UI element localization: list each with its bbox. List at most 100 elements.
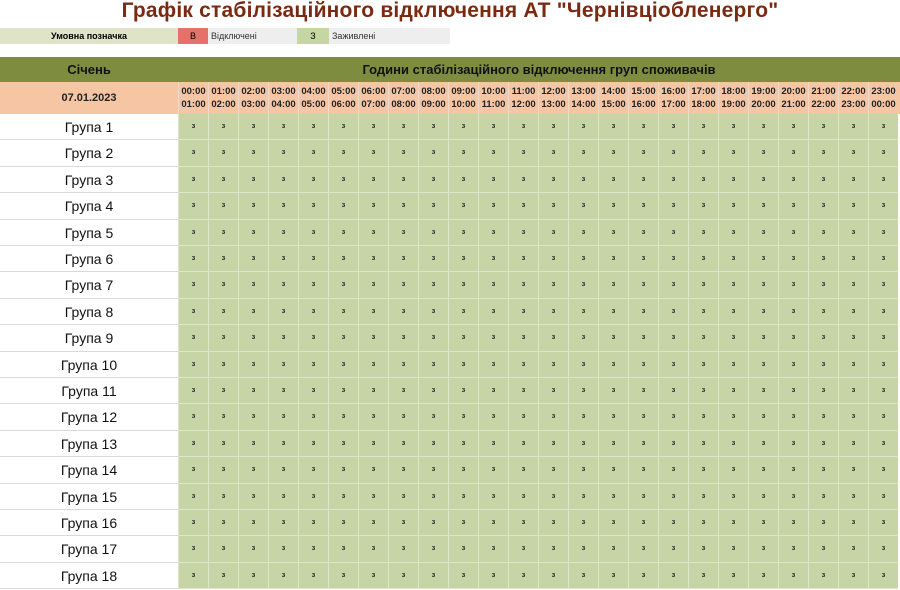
schedule-cell[interactable]: з	[328, 246, 358, 273]
schedule-cell[interactable]: з	[658, 536, 688, 563]
schedule-cell[interactable]: з	[238, 272, 268, 299]
hour-header-13[interactable]: 13:00 14:00	[568, 82, 598, 114]
schedule-cell[interactable]: з	[328, 166, 358, 194]
schedule-cell[interactable]: з	[628, 404, 658, 431]
schedule-cell[interactable]: з	[718, 562, 748, 590]
schedule-cell[interactable]: з	[448, 510, 478, 537]
schedule-cell[interactable]: з	[448, 166, 478, 194]
hour-header-6[interactable]: 06:00 07:00	[358, 82, 388, 114]
schedule-cell[interactable]: з	[808, 483, 838, 510]
schedule-cell[interactable]: з	[598, 298, 628, 326]
schedule-cell[interactable]: з	[388, 298, 418, 326]
schedule-cell[interactable]: з	[328, 536, 358, 563]
schedule-cell[interactable]: з	[238, 510, 268, 537]
schedule-cell[interactable]: з	[448, 114, 478, 141]
schedule-cell[interactable]: з	[328, 114, 358, 141]
schedule-cell[interactable]: з	[778, 219, 808, 246]
schedule-cell[interactable]: з	[838, 193, 868, 220]
schedule-cell[interactable]: з	[298, 562, 328, 590]
schedule-cell[interactable]: з	[598, 457, 628, 484]
schedule-cell[interactable]: з	[268, 378, 298, 405]
schedule-cell[interactable]: з	[778, 562, 808, 590]
hour-header-20[interactable]: 20:00 21:00	[778, 82, 808, 114]
schedule-cell[interactable]: з	[238, 536, 268, 563]
schedule-cell[interactable]: з	[868, 404, 898, 431]
schedule-cell[interactable]: з	[298, 457, 328, 484]
schedule-cell[interactable]: з	[718, 430, 748, 458]
schedule-cell[interactable]: з	[508, 536, 538, 563]
schedule-cell[interactable]: з	[868, 325, 898, 352]
schedule-cell[interactable]: з	[538, 483, 568, 510]
schedule-cell[interactable]: з	[268, 325, 298, 352]
schedule-cell[interactable]: з	[478, 246, 508, 273]
schedule-cell[interactable]: з	[808, 378, 838, 405]
schedule-cell[interactable]: з	[268, 219, 298, 246]
schedule-cell[interactable]: з	[688, 510, 718, 537]
schedule-cell[interactable]: з	[778, 404, 808, 431]
schedule-cell[interactable]: з	[688, 325, 718, 352]
schedule-cell[interactable]: з	[628, 272, 658, 299]
schedule-cell[interactable]: з	[598, 351, 628, 378]
schedule-cell[interactable]: з	[568, 272, 598, 299]
schedule-cell[interactable]: з	[718, 325, 748, 352]
hour-header-16[interactable]: 16:00 17:00	[658, 82, 688, 114]
schedule-cell[interactable]: з	[328, 457, 358, 484]
schedule-cell[interactable]: з	[838, 430, 868, 458]
schedule-cell[interactable]: з	[688, 114, 718, 141]
schedule-cell[interactable]: з	[328, 140, 358, 167]
schedule-cell[interactable]: з	[388, 483, 418, 510]
schedule-cell[interactable]: з	[538, 378, 568, 405]
schedule-cell[interactable]: з	[808, 562, 838, 590]
schedule-cell[interactable]: з	[568, 166, 598, 194]
schedule-cell[interactable]: з	[358, 193, 388, 220]
schedule-cell[interactable]: з	[448, 430, 478, 458]
schedule-cell[interactable]: з	[238, 246, 268, 273]
schedule-cell[interactable]: з	[688, 246, 718, 273]
schedule-cell[interactable]: з	[238, 166, 268, 194]
schedule-cell[interactable]: з	[418, 219, 448, 246]
schedule-cell[interactable]: з	[478, 510, 508, 537]
schedule-cell[interactable]: з	[568, 325, 598, 352]
schedule-cell[interactable]: з	[508, 140, 538, 167]
schedule-cell[interactable]: з	[508, 193, 538, 220]
schedule-cell[interactable]: з	[268, 298, 298, 326]
schedule-cell[interactable]: з	[238, 140, 268, 167]
schedule-cell[interactable]: з	[568, 430, 598, 458]
schedule-cell[interactable]: з	[658, 457, 688, 484]
schedule-cell[interactable]: з	[838, 562, 868, 590]
schedule-cell[interactable]: з	[358, 562, 388, 590]
schedule-cell[interactable]: з	[688, 404, 718, 431]
schedule-cell[interactable]: з	[418, 562, 448, 590]
schedule-cell[interactable]: з	[748, 378, 778, 405]
schedule-cell[interactable]: з	[538, 404, 568, 431]
schedule-cell[interactable]: з	[358, 510, 388, 537]
schedule-cell[interactable]: з	[808, 351, 838, 378]
schedule-cell[interactable]: з	[298, 404, 328, 431]
schedule-cell[interactable]: з	[718, 272, 748, 299]
schedule-cell[interactable]: з	[658, 166, 688, 194]
schedule-cell[interactable]: з	[358, 536, 388, 563]
schedule-cell[interactable]: з	[628, 457, 658, 484]
schedule-cell[interactable]: з	[628, 378, 658, 405]
schedule-cell[interactable]: з	[808, 219, 838, 246]
schedule-cell[interactable]: з	[628, 325, 658, 352]
schedule-cell[interactable]: з	[238, 562, 268, 590]
schedule-cell[interactable]: з	[628, 483, 658, 510]
schedule-cell[interactable]: з	[268, 483, 298, 510]
schedule-cell[interactable]: з	[538, 219, 568, 246]
schedule-cell[interactable]: з	[328, 483, 358, 510]
schedule-cell[interactable]: з	[778, 510, 808, 537]
schedule-cell[interactable]: з	[748, 404, 778, 431]
schedule-cell[interactable]: з	[358, 483, 388, 510]
schedule-cell[interactable]: з	[748, 219, 778, 246]
schedule-cell[interactable]: з	[868, 114, 898, 141]
schedule-cell[interactable]: з	[628, 562, 658, 590]
schedule-cell[interactable]: з	[688, 351, 718, 378]
schedule-cell[interactable]: з	[628, 298, 658, 326]
schedule-cell[interactable]: з	[778, 140, 808, 167]
schedule-cell[interactable]: з	[808, 193, 838, 220]
schedule-cell[interactable]: з	[178, 536, 208, 563]
schedule-cell[interactable]: з	[178, 325, 208, 352]
schedule-cell[interactable]: з	[508, 430, 538, 458]
schedule-cell[interactable]: з	[838, 351, 868, 378]
